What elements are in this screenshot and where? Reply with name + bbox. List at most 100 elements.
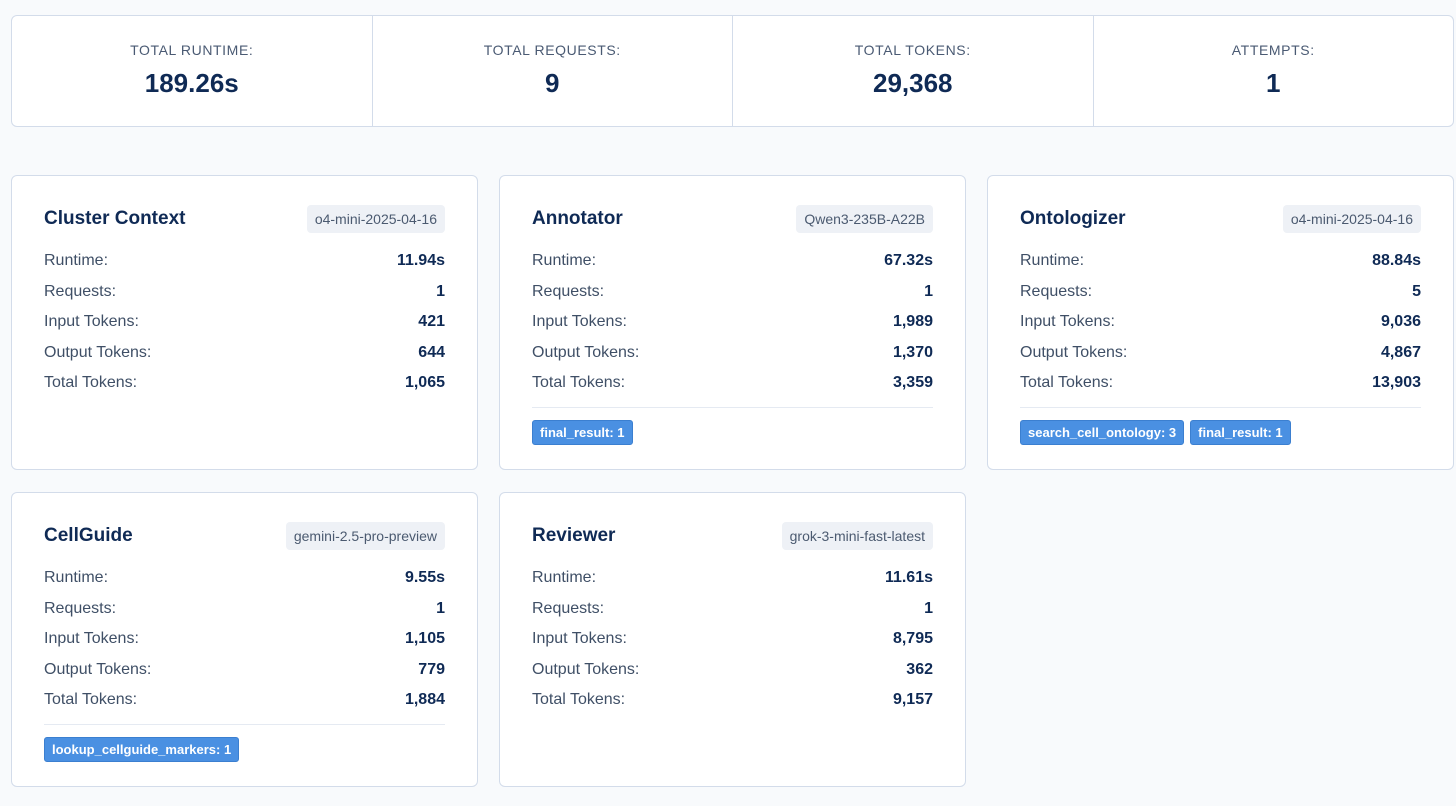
stat-label: Output Tokens: — [44, 660, 152, 678]
stat-label: Total Tokens: — [44, 691, 138, 709]
stat-row-input-tokens: Input Tokens: 1,989 — [532, 307, 933, 338]
stat-label: Input Tokens: — [1020, 313, 1115, 331]
summary-label: ATTEMPTS: — [1231, 42, 1315, 58]
stat-value: 9,036 — [1380, 313, 1421, 331]
stat-value: 1,065 — [404, 374, 445, 392]
stat-row-total-tokens: Total Tokens: 1,065 — [44, 368, 445, 399]
stat-value: 1 — [924, 282, 933, 300]
stat-value: 5 — [1412, 282, 1421, 300]
stat-value: 421 — [418, 313, 445, 331]
agent-card-reviewer: Reviewer grok-3-mini-fast-latest Runtime… — [499, 492, 966, 787]
stat-value: 1,884 — [404, 691, 445, 709]
stat-row-runtime: Runtime: 11.61s — [532, 563, 933, 594]
stat-label: Requests: — [44, 599, 117, 617]
summary-value: 1 — [1266, 68, 1281, 98]
summary-label: TOTAL RUNTIME: — [130, 42, 254, 58]
stat-value: 88.84s — [1372, 252, 1421, 270]
stat-value: 9.55s — [404, 569, 445, 587]
stat-row-runtime: Runtime: 9.55s — [44, 563, 445, 594]
stat-label: Total Tokens: — [1020, 374, 1114, 392]
stat-row-output-tokens: Output Tokens: 1,370 — [532, 338, 933, 369]
summary-total-runtime: TOTAL RUNTIME: 189.26s — [12, 16, 373, 126]
card-title: Cluster Context — [44, 208, 186, 229]
agent-card-cluster-context: Cluster Context o4-mini-2025-04-16 Runti… — [11, 175, 478, 470]
stat-label: Requests: — [532, 599, 605, 617]
tool-call-list: search_cell_ontology: 3 final_result: 1 — [1020, 406, 1421, 445]
stat-row-requests: Requests: 1 — [44, 594, 445, 625]
tool-badge-final-result[interactable]: final_result: 1 — [1190, 419, 1291, 445]
stat-label: Runtime: — [44, 252, 109, 270]
stat-label: Output Tokens: — [1020, 343, 1128, 361]
stat-value: 11.61s — [884, 569, 933, 587]
summary-value: 29,368 — [872, 68, 953, 98]
stat-label: Requests: — [532, 282, 605, 300]
stat-label: Output Tokens: — [532, 343, 640, 361]
model-badge: Qwen3-235B-A22B — [796, 205, 933, 233]
stat-value: 11.94s — [396, 252, 445, 270]
stat-row-output-tokens: Output Tokens: 362 — [532, 655, 933, 686]
stat-label: Input Tokens: — [44, 313, 139, 331]
stat-label: Runtime: — [44, 569, 109, 587]
summary-attempts: ATTEMPTS: 1 — [1094, 16, 1454, 126]
agent-card-annotator: Annotator Qwen3-235B-A22B Runtime: 67.32… — [499, 175, 966, 470]
stat-row-requests: Requests: 1 — [532, 277, 933, 308]
stat-label: Input Tokens: — [532, 630, 627, 648]
stat-label: Runtime: — [1020, 252, 1085, 270]
tool-badge-final-result[interactable]: final_result: 1 — [532, 419, 633, 445]
stat-row-requests: Requests: 1 — [532, 594, 933, 625]
stat-row-requests: Requests: 5 — [1020, 277, 1421, 308]
agent-card-cellguide: CellGuide gemini-2.5-pro-preview Runtime… — [11, 492, 478, 787]
stat-label: Input Tokens: — [532, 313, 627, 331]
model-badge: o4-mini-2025-04-16 — [306, 205, 445, 233]
stat-label: Requests: — [44, 282, 117, 300]
stat-label: Total Tokens: — [44, 374, 138, 392]
stat-row-input-tokens: Input Tokens: 421 — [44, 307, 445, 338]
stat-value: 1,989 — [892, 313, 933, 331]
stat-row-input-tokens: Input Tokens: 1,105 — [44, 624, 445, 655]
card-title: Annotator — [532, 208, 623, 229]
stat-label: Requests: — [1020, 282, 1093, 300]
summary-total-requests: TOTAL REQUESTS: 9 — [373, 16, 733, 126]
card-header: Ontologizer o4-mini-2025-04-16 — [1020, 204, 1421, 234]
stat-row-total-tokens: Total Tokens: 13,903 — [1020, 368, 1421, 399]
stat-row-runtime: Runtime: 11.94s — [44, 246, 445, 277]
stat-row-total-tokens: Total Tokens: 9,157 — [532, 685, 933, 716]
summary-total-tokens: TOTAL TOKENS: 29,368 — [733, 16, 1094, 126]
stat-label: Total Tokens: — [532, 691, 626, 709]
stat-value: 4,867 — [1380, 343, 1421, 361]
stat-row-input-tokens: Input Tokens: 9,036 — [1020, 307, 1421, 338]
stat-value: 3,359 — [892, 374, 933, 392]
tool-badge-lookup-cellguide-markers[interactable]: lookup_cellguide_markers: 1 — [44, 736, 240, 762]
stat-label: Input Tokens: — [44, 630, 139, 648]
stat-value: 1,105 — [404, 630, 445, 648]
card-title: Ontologizer — [1020, 208, 1126, 229]
summary-label: TOTAL REQUESTS: — [483, 42, 621, 58]
stat-value: 779 — [418, 660, 445, 678]
stat-value: 1 — [436, 282, 445, 300]
stat-value: 13,903 — [1372, 374, 1421, 392]
card-title: CellGuide — [44, 525, 133, 546]
stat-value: 1,370 — [892, 343, 933, 361]
stat-row-input-tokens: Input Tokens: 8,795 — [532, 624, 933, 655]
card-header: Reviewer grok-3-mini-fast-latest — [532, 521, 933, 551]
card-header: Cluster Context o4-mini-2025-04-16 — [44, 204, 445, 234]
stat-label: Runtime: — [532, 252, 597, 270]
stat-row-requests: Requests: 1 — [44, 277, 445, 308]
model-badge: grok-3-mini-fast-latest — [781, 522, 933, 550]
card-header: CellGuide gemini-2.5-pro-preview — [44, 521, 445, 551]
tool-call-list: final_result: 1 — [532, 406, 933, 445]
stat-value: 9,157 — [892, 691, 933, 709]
model-badge: o4-mini-2025-04-16 — [1282, 205, 1421, 233]
stat-row-total-tokens: Total Tokens: 3,359 — [532, 368, 933, 399]
stat-row-total-tokens: Total Tokens: 1,884 — [44, 685, 445, 716]
summary-label: TOTAL TOKENS: — [854, 42, 971, 58]
stat-value: 67.32s — [884, 252, 933, 270]
tool-badge-search-cell-ontology[interactable]: search_cell_ontology: 3 — [1020, 419, 1185, 445]
tool-call-list: lookup_cellguide_markers: 1 — [44, 723, 445, 762]
summary-value: 189.26s — [144, 68, 239, 98]
stat-value: 8,795 — [892, 630, 933, 648]
stat-row-output-tokens: Output Tokens: 644 — [44, 338, 445, 369]
stat-label: Output Tokens: — [44, 343, 152, 361]
stat-label: Total Tokens: — [532, 374, 626, 392]
stat-label: Output Tokens: — [532, 660, 640, 678]
